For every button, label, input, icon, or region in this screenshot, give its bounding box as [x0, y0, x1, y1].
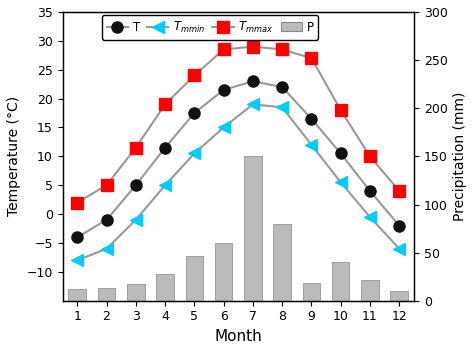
$T_{mmax}$	[367, 154, 373, 158]
$T_{mmin}$	[367, 215, 373, 219]
$T_{mmin}$	[74, 258, 80, 263]
$T_{mmin}$	[104, 247, 109, 251]
Line: $T_{mmin}$: $T_{mmin}$	[72, 99, 405, 266]
Bar	[332, 262, 349, 301]
$T_{mmin}$	[221, 125, 227, 130]
T	[338, 151, 344, 155]
$T_{mmax}$	[309, 56, 314, 60]
$T_{mmin}$	[162, 183, 168, 187]
Bar	[185, 256, 203, 301]
$T_{mmin}$	[191, 151, 197, 155]
$T_{mmax}$	[396, 189, 402, 193]
$T_{mmin}$	[338, 180, 344, 185]
Legend: T, $T_{mmin}$, $T_{mmax}$, P: T, $T_{mmin}$, $T_{mmax}$, P	[102, 15, 318, 40]
T	[250, 79, 256, 84]
Bar	[156, 274, 174, 301]
$T_{mmax}$	[133, 146, 138, 150]
T	[309, 117, 314, 121]
X-axis label: Month: Month	[214, 329, 262, 344]
Bar	[361, 280, 379, 301]
Bar	[127, 284, 145, 301]
$T_{mmin}$	[250, 102, 256, 106]
T	[133, 183, 138, 187]
Bar	[215, 243, 232, 301]
$T_{mmax}$	[338, 108, 344, 112]
Line: T: T	[72, 76, 405, 243]
$T_{mmin}$	[133, 218, 138, 222]
$T_{mmin}$	[309, 143, 314, 147]
Y-axis label: Temperature (°C): Temperature (°C)	[7, 96, 21, 217]
$T_{mmax}$	[250, 45, 256, 49]
T	[396, 224, 402, 228]
T	[162, 146, 168, 150]
Bar	[244, 156, 262, 301]
T	[104, 218, 109, 222]
$T_{mmin}$	[396, 247, 402, 251]
Line: $T_{mmax}$: $T_{mmax}$	[72, 41, 405, 208]
$T_{mmax}$	[221, 47, 227, 52]
T	[221, 88, 227, 92]
$T_{mmax}$	[191, 73, 197, 78]
$T_{mmax}$	[74, 200, 80, 205]
Bar	[303, 284, 320, 301]
Bar	[391, 291, 408, 301]
T	[74, 235, 80, 239]
$T_{mmax}$	[279, 47, 285, 52]
$T_{mmax}$	[162, 102, 168, 106]
Bar	[98, 288, 115, 301]
$T_{mmax}$	[104, 183, 109, 187]
Y-axis label: Precipitation (mm): Precipitation (mm)	[453, 92, 467, 221]
$T_{mmin}$	[279, 105, 285, 110]
Bar	[68, 289, 86, 301]
Bar	[273, 224, 291, 301]
T	[367, 189, 373, 193]
T	[279, 85, 285, 89]
T	[191, 111, 197, 115]
